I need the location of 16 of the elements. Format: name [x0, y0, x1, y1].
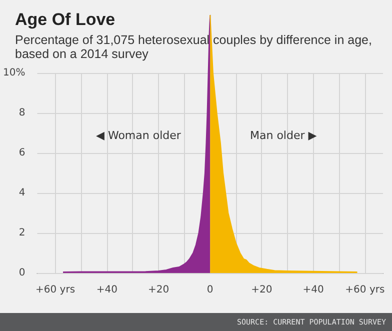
x-tick-label: +40	[302, 284, 324, 296]
y-tick-label: 0	[18, 268, 26, 278]
x-tick-label: +20	[148, 284, 170, 296]
x-tick-label: +60 yrs	[345, 284, 385, 296]
y-tick-label: 8	[18, 108, 26, 118]
annotation: Man older ▶	[250, 129, 318, 142]
y-tick-label: 2	[18, 228, 26, 238]
x-tick-label: +60 yrs	[36, 284, 76, 296]
y-tick-label: 10%	[2, 68, 26, 78]
x-tick-label: +20	[251, 284, 272, 296]
x-tick-label: +40	[96, 284, 118, 296]
y-tick-label: 6	[18, 148, 26, 158]
chart-title: Age Of Love	[15, 10, 116, 29]
annotation: ◀ Woman older	[96, 129, 182, 142]
x-tick-label: 0	[206, 284, 214, 296]
y-tick-label: 4	[18, 188, 26, 198]
